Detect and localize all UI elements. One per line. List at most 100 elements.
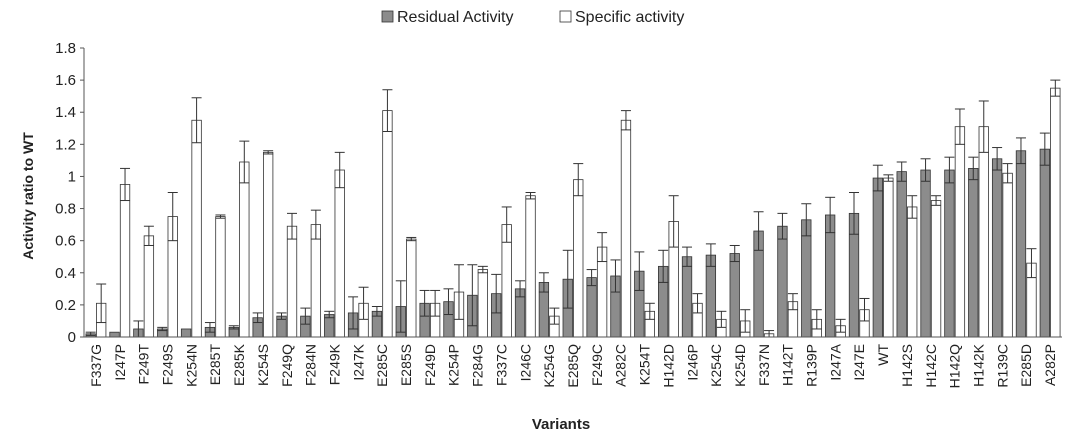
x-tick-label: F337N	[756, 344, 772, 386]
x-tick-label: K254C	[708, 344, 724, 387]
x-tick-label: F249Q	[279, 344, 295, 387]
x-tick-label: F249T	[136, 344, 152, 385]
x-tick-label: F249C	[589, 344, 605, 386]
x-tick-label: I247A	[827, 343, 843, 380]
y-tick-label: 0	[68, 329, 76, 346]
x-tick-label: H142Q	[947, 344, 963, 388]
x-tick-label: A282P	[1042, 344, 1058, 386]
y-tick-label: 0.6	[55, 233, 76, 250]
bar-specific-activity	[1050, 87, 1061, 338]
x-tick-label: F249D	[422, 344, 438, 386]
bar-specific-activity	[907, 206, 918, 338]
bar-residual-activity	[1015, 150, 1027, 338]
x-tick-label: F337G	[88, 344, 104, 387]
bar-specific-activity	[930, 200, 942, 338]
x-axis: F337G I247P F249T F249S K254N E285T E285K K254S…	[84, 336, 1062, 388]
bar-residual-activity	[777, 225, 788, 338]
y-tick-label: 0.2	[55, 297, 76, 314]
bar-specific-activity	[239, 161, 250, 338]
x-tick-label: I247E	[851, 344, 867, 381]
x-tick-label: K254D	[732, 344, 748, 387]
x-tick-label: F249S	[159, 344, 175, 385]
x-tick-label: R139P	[804, 344, 820, 387]
x-tick-label: F337C	[493, 344, 509, 386]
legend-label-residual-activity: Residual Activity	[397, 9, 514, 26]
x-tick-label: E285K	[231, 343, 247, 386]
bar-residual-activity	[1039, 148, 1050, 338]
x-tick-label: F284G	[470, 344, 486, 387]
x-tick-label: H142S	[899, 344, 915, 387]
bar-specific-activity	[1002, 172, 1013, 338]
y-tick-label: 1.2	[55, 136, 76, 153]
y-tick-label: 1.8	[55, 40, 76, 57]
x-tick-label: K254G	[541, 344, 557, 388]
bar-specific-activity	[382, 110, 393, 338]
bars	[85, 79, 1061, 338]
y-tick-label: 1	[68, 168, 76, 185]
x-axis-title: Variants	[532, 416, 590, 433]
x-tick-label: K254S	[255, 344, 271, 386]
x-tick-label: I246C	[517, 344, 533, 381]
bar-residual-activity	[896, 171, 907, 338]
y-axis: 0 0.2 0.4 0.6 0.8 1 1.2 1.4 1.6 1.8	[55, 40, 85, 346]
x-tick-label: I247P	[112, 344, 128, 381]
legend: Residual Activity Specific activity	[381, 9, 684, 26]
x-tick-label: E285D	[1018, 344, 1034, 387]
bar-specific-activity	[215, 216, 226, 338]
y-tick-label: 1.4	[55, 104, 76, 121]
bar-residual-activity	[705, 254, 717, 338]
x-tick-label: A282C	[613, 344, 629, 387]
x-tick-label: R139C	[994, 344, 1010, 388]
bar-specific-activity	[310, 224, 322, 338]
x-tick-label: H142C	[923, 344, 939, 388]
x-tick-label: H142K	[971, 343, 987, 386]
x-tick-label: E285T	[207, 344, 223, 386]
x-tick-label: H142D	[660, 344, 676, 388]
bar-residual-activity	[109, 331, 120, 338]
bar-specific-activity	[477, 269, 488, 338]
bar-specific-activity	[573, 179, 584, 338]
bar-specific-activity	[978, 126, 989, 338]
x-tick-label: WT	[875, 344, 891, 366]
bar-specific-activity	[143, 235, 155, 338]
bar-residual-activity	[991, 158, 1003, 338]
legend-label-specific-activity: Specific activity	[575, 9, 684, 26]
x-tick-label: I247K	[350, 343, 366, 380]
x-tick-label: E285S	[398, 344, 414, 386]
bar-specific-activity	[263, 151, 274, 338]
bar-residual-activity	[944, 169, 955, 338]
bar-specific-activity	[620, 119, 632, 338]
x-tick-label: K254P	[446, 344, 462, 386]
bar-specific-activity	[883, 177, 894, 338]
bar-specific-activity	[286, 225, 298, 338]
x-tick-label: E285C	[374, 344, 390, 387]
bar-residual-activity	[180, 328, 192, 338]
bar-residual-activity	[801, 219, 812, 338]
bar-residual-activity	[920, 169, 931, 338]
y-tick-label: 1.6	[55, 72, 76, 89]
bar-residual-activity	[968, 168, 979, 338]
bar-specific-activity	[525, 195, 536, 338]
x-tick-label: H142T	[780, 344, 796, 386]
y-tick-label: 0.8	[55, 201, 76, 218]
bar-specific-activity	[406, 238, 417, 338]
legend-swatch-residual-activity	[381, 10, 394, 23]
bar-specific-activity	[191, 119, 202, 338]
x-tick-label: F284N	[303, 344, 319, 386]
legend-swatch-specific-activity	[559, 10, 572, 23]
bar-specific-activity	[954, 126, 966, 338]
bar-residual-activity	[586, 277, 597, 338]
bar-residual-activity	[681, 256, 693, 338]
bar-residual-activity	[729, 253, 740, 338]
x-tick-label: I246P	[684, 344, 700, 381]
x-tick-label: K254T	[637, 344, 653, 386]
bar-residual-activity	[872, 177, 883, 338]
bar-specific-activity	[119, 184, 131, 338]
x-tick-label: K254N	[183, 344, 199, 387]
x-tick-label: E285Q	[565, 344, 581, 388]
x-tick-label: F249K	[326, 343, 342, 385]
bar-specific-activity	[334, 169, 345, 338]
y-tick-label: 0.4	[55, 265, 76, 282]
y-axis-title: Activity ratio to WT	[20, 132, 36, 260]
